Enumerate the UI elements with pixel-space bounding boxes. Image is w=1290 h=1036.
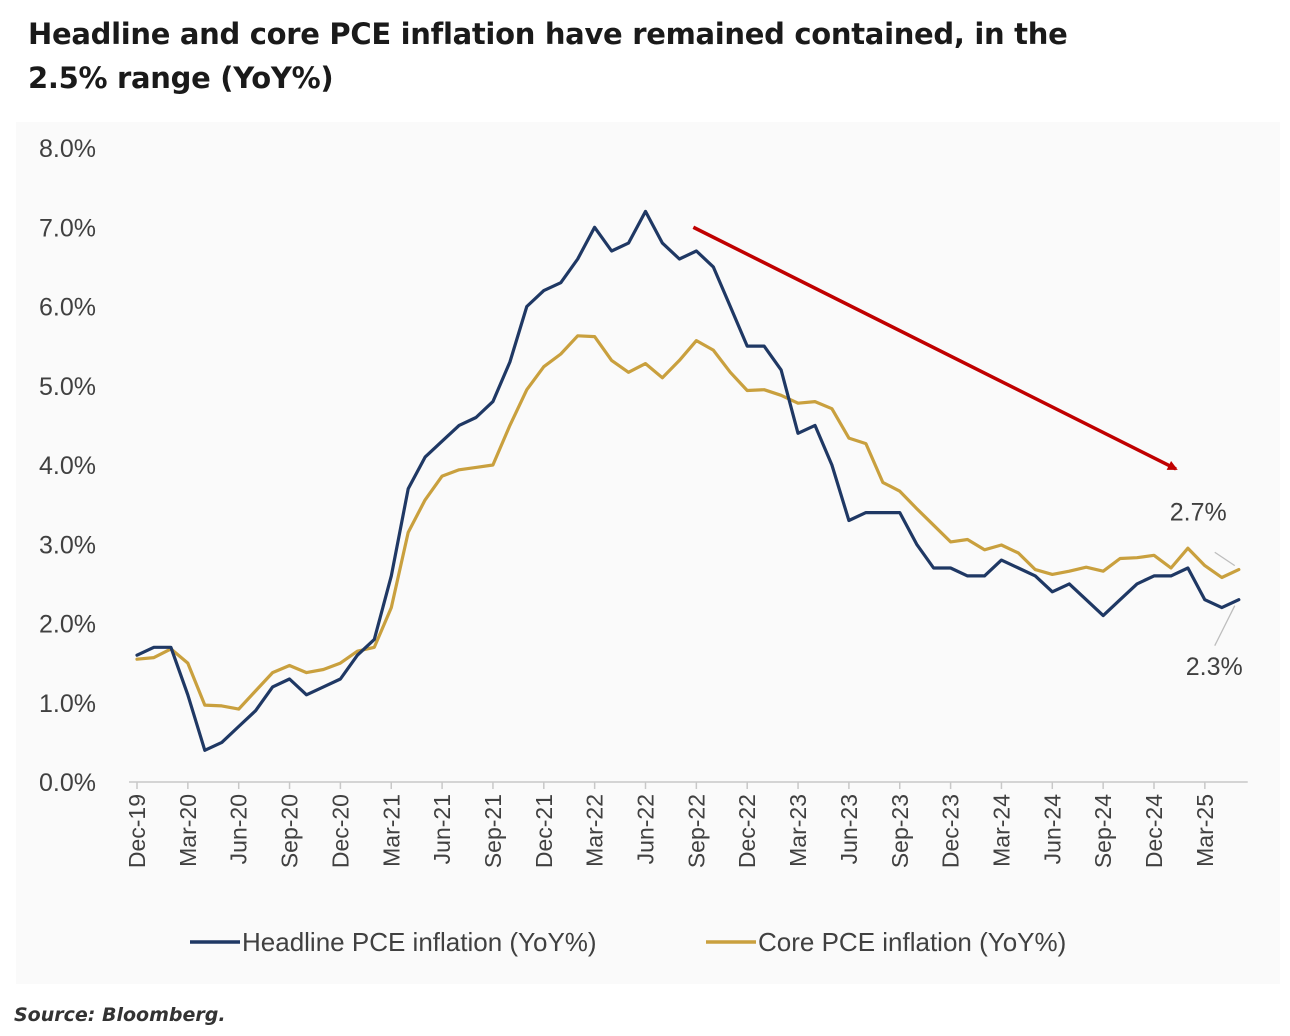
x-tick-label: Mar-20 xyxy=(175,794,201,867)
x-tick-label: Jun-24 xyxy=(1039,794,1065,865)
core-end-value-label: 2.7% xyxy=(1170,498,1227,526)
y-tick-label: 1.0% xyxy=(39,690,96,718)
y-tick-label: 3.0% xyxy=(39,531,96,559)
x-tick-label: Sep-22 xyxy=(683,794,709,868)
x-tick-label: Mar-24 xyxy=(988,794,1014,867)
x-tick-label: Sep-23 xyxy=(887,794,913,868)
core-label-leader xyxy=(1214,551,1236,567)
x-tick-label: Sep-20 xyxy=(277,794,303,868)
x-tick-label: Mar-25 xyxy=(1192,794,1218,867)
y-tick-label: 4.0% xyxy=(39,452,96,480)
x-tick-label: Dec-24 xyxy=(1141,794,1167,868)
line-chart: 0.0% 1.0% 2.0% 3.0% 4.0% 5.0% 6.0% 7.0% 8.0% Dec… xyxy=(39,135,1248,957)
x-tick-label: Jun-22 xyxy=(633,794,659,864)
x-tick-label: Dec-20 xyxy=(327,794,353,868)
y-tick-label: 7.0% xyxy=(39,214,96,242)
headline-label-leader xyxy=(1214,605,1236,646)
headline-pce-line xyxy=(135,209,1241,752)
y-tick-label: 8.0% xyxy=(39,135,96,163)
x-tick-label: Dec-22 xyxy=(734,794,760,868)
x-tick-label: Dec-21 xyxy=(531,794,557,868)
legend-headline-label: Headline PCE inflation (YoY%) xyxy=(242,927,597,957)
y-tick-label: 2.0% xyxy=(39,611,96,639)
x-tick-label: Mar-23 xyxy=(785,794,811,867)
y-tick-label: 5.0% xyxy=(39,373,96,401)
headline-end-value-label: 2.3% xyxy=(1186,653,1243,681)
x-tick-label: Dec-19 xyxy=(124,794,150,868)
source-note: Source: Bloomberg. xyxy=(14,1004,226,1026)
chart-title: Headline and core PCE inflation have rem… xyxy=(28,17,1068,95)
x-tick-label: Sep-24 xyxy=(1090,794,1116,868)
x-tick-label: Jun-20 xyxy=(226,794,252,864)
x-tick-label: Jun-23 xyxy=(836,794,862,864)
y-tick-label: 6.0% xyxy=(39,294,96,322)
downtrend-arrow xyxy=(692,225,1178,471)
x-tick-label: Dec-23 xyxy=(938,794,964,868)
x-tick-label: Mar-22 xyxy=(582,794,608,867)
y-tick-label: 0.0% xyxy=(39,769,96,797)
core-pce-line xyxy=(135,334,1241,711)
chart-panel: 0.0% 1.0% 2.0% 3.0% 4.0% 5.0% 6.0% 7.0% 8.0% Dec… xyxy=(16,122,1280,984)
legend-core-label: Core PCE inflation (YoY%) xyxy=(758,927,1066,957)
x-tick-label: Mar-21 xyxy=(378,794,404,867)
x-tick-label: Jun-21 xyxy=(429,794,455,864)
x-tick-label: Sep-21 xyxy=(480,794,506,868)
